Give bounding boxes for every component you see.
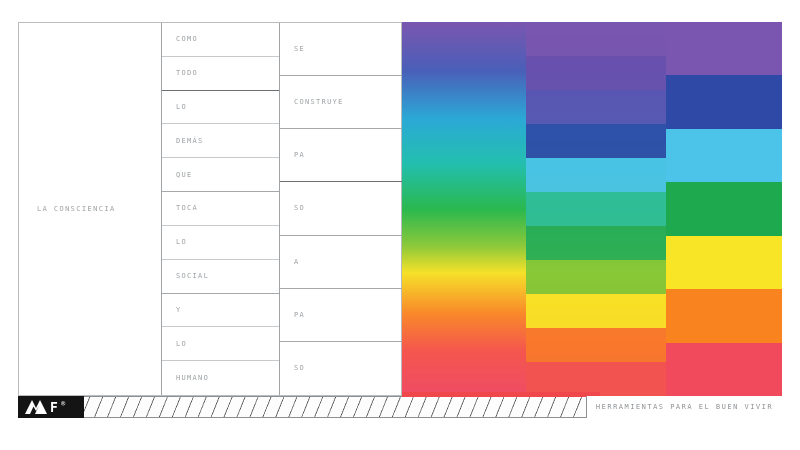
syllable-cell-3: PA xyxy=(280,129,403,183)
mountain-m-logo-icon: F ® xyxy=(25,400,66,415)
word-cell-label: COMO xyxy=(176,35,199,44)
syllable-cell-label: SO xyxy=(294,204,306,213)
word-cell-7: LO xyxy=(162,226,279,260)
word-cell-8: SOCIAL xyxy=(162,260,279,294)
words-column: COMO TODO LO DEMÁS QUE TOCA LO SOCIAL Y LO HUMANO xyxy=(162,23,280,395)
word-cell-label: Y xyxy=(176,305,182,314)
spectrum-panel xyxy=(402,22,782,396)
syllable-cell-1: SE xyxy=(280,23,403,77)
syllable-cell-label: A xyxy=(294,257,300,266)
word-cell-10: LO xyxy=(162,327,279,362)
word-cell-1: COMO xyxy=(162,23,279,57)
mid-band-9 xyxy=(526,294,666,329)
phrase-table: LA CONSCIENCIA COMO TODO LO DEMÁS QUE TOCA LO S… xyxy=(18,22,403,396)
page-title: LA CONSCIENCIA xyxy=(37,205,116,213)
syllable-cell-6: PA xyxy=(280,289,403,342)
syllable-cell-4: SO xyxy=(280,182,403,236)
word-cell-label: TOCA xyxy=(176,204,199,213)
topic-column: LA CONSCIENCIA xyxy=(19,23,162,395)
right-band-4 xyxy=(666,182,782,236)
footer-bar: F ® HERRAMIENTAS PARA EL BUEN VIVIR xyxy=(18,392,782,418)
word-cell-label: QUE xyxy=(176,170,193,179)
word-cell-label: HUMANO xyxy=(176,374,210,383)
red-accent-rule xyxy=(402,392,600,397)
syllable-cell-7: SO xyxy=(280,342,403,395)
syllables-column: SE CONSTRUYE PA SO A PA SO xyxy=(280,23,403,395)
word-cell-6: TOCA xyxy=(162,192,279,226)
tagline-container: HERRAMIENTAS PARA EL BUEN VIVIR xyxy=(586,396,782,418)
mid-band-8 xyxy=(526,260,666,295)
right-band-7 xyxy=(666,342,782,396)
syllable-cell-label: SO xyxy=(294,364,306,373)
brand-logo[interactable]: F ® xyxy=(18,396,84,418)
word-cell-11: HUMANO xyxy=(162,361,279,395)
mid-band-11 xyxy=(526,362,666,396)
right-band-2 xyxy=(666,75,782,129)
word-cell-3: LO xyxy=(162,91,279,125)
word-cell-label: SOCIAL xyxy=(176,272,210,281)
word-cell-label: DEMÁS xyxy=(176,136,204,145)
syllable-cell-label: PA xyxy=(294,310,306,319)
svg-text:F: F xyxy=(50,401,58,415)
right-band-6 xyxy=(666,289,782,343)
tagline-text: HERRAMIENTAS PARA EL BUEN VIVIR xyxy=(595,403,774,411)
svg-text:®: ® xyxy=(61,400,66,408)
word-cell-2: TODO xyxy=(162,57,279,91)
syllable-cell-5: A xyxy=(280,236,403,289)
right-band-5 xyxy=(666,235,782,290)
word-cell-label: LO xyxy=(176,339,188,348)
syllable-cell-2: CONSTRUYE xyxy=(280,76,403,130)
mid-band-3 xyxy=(526,90,666,125)
mid-band-10 xyxy=(526,328,666,363)
mid-band-1 xyxy=(526,22,666,57)
word-cell-4: DEMÁS xyxy=(162,124,279,159)
word-cell-label: LO xyxy=(176,238,188,247)
word-cell-5: QUE xyxy=(162,158,279,193)
mid-band-stack xyxy=(526,22,666,396)
right-band-stack xyxy=(666,22,782,396)
syllable-cell-label: SE xyxy=(294,45,306,54)
right-band-1 xyxy=(666,22,782,76)
syllable-cell-label: PA xyxy=(294,151,306,160)
mid-band-5 xyxy=(526,158,666,193)
mid-band-4 xyxy=(526,124,666,159)
syllable-cell-label: CONSTRUYE xyxy=(294,98,344,107)
mid-band-6 xyxy=(526,192,666,227)
mid-band-7 xyxy=(526,226,666,261)
diagram-frame: LA CONSCIENCIA COMO TODO LO DEMÁS QUE TOCA LO S… xyxy=(18,22,782,396)
word-cell-label: LO xyxy=(176,103,188,112)
word-cell-9: Y xyxy=(162,294,279,328)
right-band-3 xyxy=(666,128,782,183)
mid-band-2 xyxy=(526,56,666,91)
word-cell-label: TODO xyxy=(176,69,199,78)
